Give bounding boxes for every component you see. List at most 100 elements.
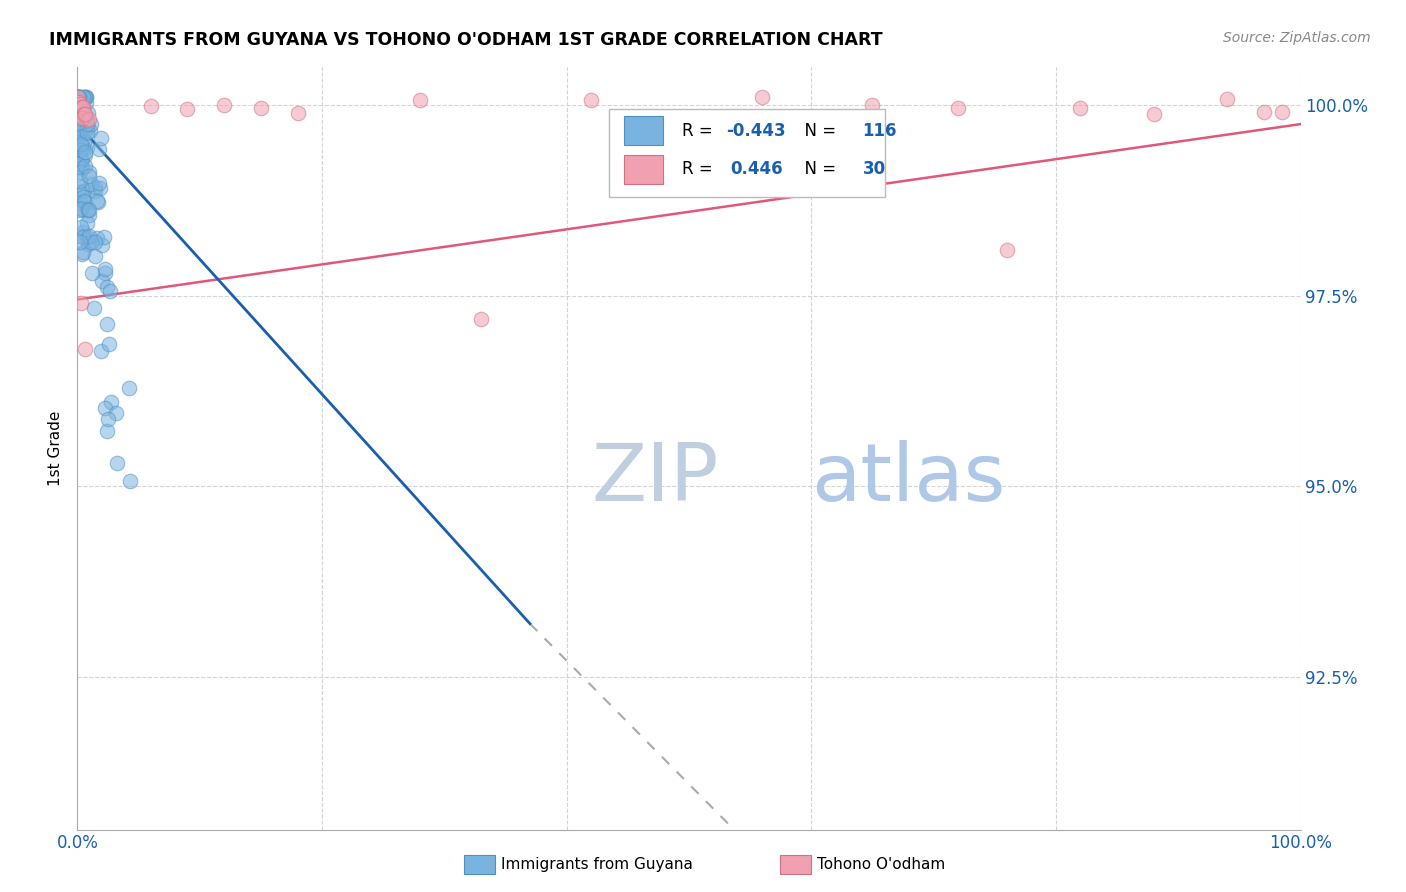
Point xyxy=(67,90,90,104)
Point xyxy=(72,123,94,137)
Text: -0.443: -0.443 xyxy=(725,122,786,140)
Text: 116: 116 xyxy=(863,122,897,140)
Point xyxy=(66,90,89,104)
Point xyxy=(75,90,97,104)
Point xyxy=(287,106,309,120)
Point xyxy=(67,116,90,130)
Point xyxy=(86,231,108,245)
Point xyxy=(89,131,111,145)
Point xyxy=(100,395,122,409)
Text: N =: N = xyxy=(794,160,842,178)
Point xyxy=(87,176,110,190)
Point xyxy=(75,95,97,110)
Point xyxy=(67,90,90,104)
Point xyxy=(69,153,91,167)
Point xyxy=(66,127,89,141)
Point xyxy=(70,296,93,310)
Text: R =: R = xyxy=(682,122,717,140)
Point xyxy=(77,202,100,216)
Point xyxy=(70,111,93,125)
Point xyxy=(72,225,94,239)
Point xyxy=(80,235,103,250)
Point xyxy=(751,90,773,104)
Point xyxy=(69,90,91,104)
Point xyxy=(862,97,884,112)
Point xyxy=(93,229,115,244)
Point xyxy=(72,90,94,104)
Point xyxy=(69,174,91,188)
Point xyxy=(77,169,100,183)
Point xyxy=(73,90,96,104)
Point xyxy=(72,189,94,203)
Point xyxy=(67,97,90,112)
Point xyxy=(77,203,100,218)
Point xyxy=(91,274,114,288)
Point xyxy=(73,90,96,104)
Point xyxy=(66,123,89,137)
Point xyxy=(67,125,90,139)
Point xyxy=(73,184,96,198)
Point xyxy=(77,202,100,217)
Point xyxy=(70,95,93,109)
Point xyxy=(72,136,94,150)
Point xyxy=(96,424,118,438)
Bar xyxy=(624,154,664,184)
Point xyxy=(96,317,118,331)
Point xyxy=(76,120,98,135)
Point xyxy=(70,161,93,176)
Point xyxy=(118,381,141,395)
Point xyxy=(77,228,100,243)
Point xyxy=(72,230,94,244)
Text: Immigrants from Guyana: Immigrants from Guyana xyxy=(501,857,692,871)
Point xyxy=(72,100,94,114)
Point xyxy=(76,117,98,131)
Point xyxy=(77,237,100,252)
Point xyxy=(73,342,96,356)
Point xyxy=(139,98,162,112)
Point xyxy=(75,195,97,210)
Point xyxy=(69,91,91,105)
Point xyxy=(75,90,97,104)
Point xyxy=(73,109,96,123)
Point xyxy=(1143,107,1166,121)
Point xyxy=(76,106,98,120)
Point xyxy=(67,186,90,200)
Point xyxy=(97,336,120,351)
Point xyxy=(70,117,93,131)
Point xyxy=(70,140,93,154)
Point xyxy=(96,280,118,294)
Y-axis label: 1st Grade: 1st Grade xyxy=(48,410,63,486)
Point xyxy=(66,136,89,151)
Point xyxy=(67,90,90,104)
Point xyxy=(69,228,91,243)
Point xyxy=(70,100,93,114)
Point xyxy=(94,266,117,280)
Point xyxy=(69,165,91,179)
Point xyxy=(69,90,91,104)
Point xyxy=(70,179,93,194)
Point xyxy=(66,90,89,104)
FancyBboxPatch shape xyxy=(609,109,884,196)
Point xyxy=(93,262,115,277)
Bar xyxy=(624,117,664,145)
Point xyxy=(84,185,107,199)
Text: IMMIGRANTS FROM GUYANA VS TOHONO O'ODHAM 1ST GRADE CORRELATION CHART: IMMIGRANTS FROM GUYANA VS TOHONO O'ODHAM… xyxy=(49,31,883,49)
Point xyxy=(72,114,94,128)
Point xyxy=(579,93,602,107)
Point xyxy=(86,194,108,209)
Point xyxy=(98,284,121,298)
Point xyxy=(105,456,128,470)
Text: R =: R = xyxy=(682,160,723,178)
Point xyxy=(69,97,91,112)
Point xyxy=(66,90,89,104)
Point xyxy=(83,235,105,249)
Point xyxy=(77,112,100,126)
Point xyxy=(67,90,90,104)
Point xyxy=(118,474,141,488)
Point xyxy=(72,244,94,259)
Point xyxy=(70,219,93,234)
Point xyxy=(76,230,98,244)
Point xyxy=(94,401,117,415)
Point xyxy=(104,406,127,420)
Point xyxy=(67,95,90,110)
